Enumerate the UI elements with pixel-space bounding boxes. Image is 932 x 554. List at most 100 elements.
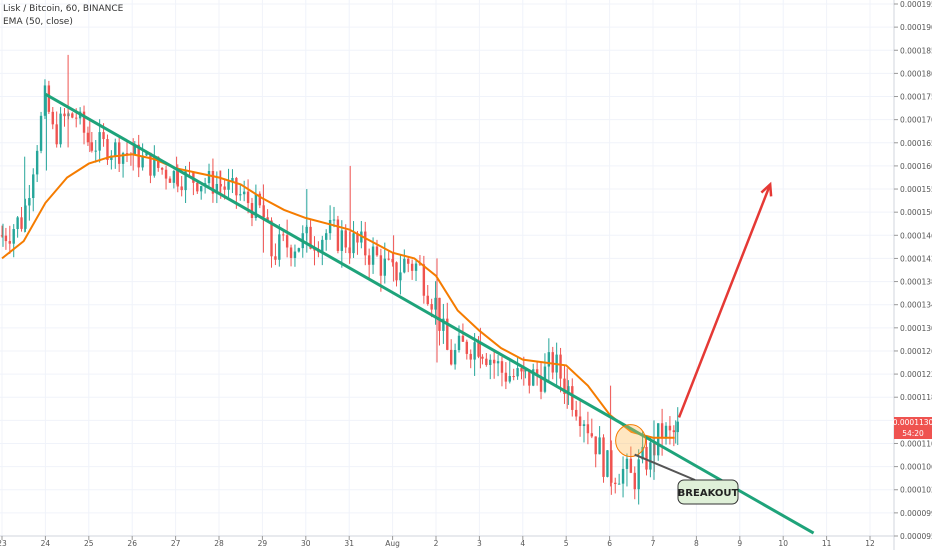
candle-body xyxy=(35,150,39,175)
candle-body xyxy=(578,416,582,427)
candle-body xyxy=(500,361,504,373)
candle-body xyxy=(282,234,285,236)
x-tick-label: 27 xyxy=(171,539,181,548)
candle-body xyxy=(274,256,277,260)
candle-body xyxy=(86,132,90,143)
candle-body xyxy=(516,368,519,377)
candle-body xyxy=(180,186,183,191)
y-tick-label: 0.0001850 xyxy=(900,46,932,55)
candle-body xyxy=(571,386,574,410)
candle-body xyxy=(289,247,293,258)
candle-body xyxy=(71,113,74,118)
candle-body xyxy=(332,219,336,221)
candle-body xyxy=(160,167,164,170)
candle-body xyxy=(309,226,312,249)
projection-arrow[interactable] xyxy=(677,181,773,418)
candle-body xyxy=(481,356,484,359)
candle-body xyxy=(336,219,340,251)
x-tick-label: 9 xyxy=(737,539,742,548)
candle-body xyxy=(524,370,527,372)
chart-legend[interactable]: Lisk / Bitcoin, 60, BINANCE EMA (50, clo… xyxy=(3,3,123,29)
candle-body xyxy=(270,220,273,257)
x-tick-label: 23 xyxy=(0,539,7,548)
candle-body xyxy=(379,255,383,276)
candle-body xyxy=(512,376,515,378)
candle-body xyxy=(532,369,535,386)
x-tick-label: 30 xyxy=(301,539,311,548)
y-tick-label: 0.0001900 xyxy=(900,23,932,32)
candle-body xyxy=(239,194,242,196)
candle-body xyxy=(20,217,23,229)
candle-body xyxy=(414,263,418,271)
candle-body xyxy=(211,171,215,194)
candle-body xyxy=(610,450,613,483)
candle-body xyxy=(489,359,492,365)
candle-body xyxy=(184,170,187,191)
candle-body xyxy=(485,358,488,365)
candle-body xyxy=(453,350,457,365)
candle-body xyxy=(43,85,47,116)
x-tick-label: 7 xyxy=(651,539,656,548)
candle-body xyxy=(55,124,58,145)
candle-body xyxy=(24,205,27,229)
candle-body xyxy=(145,152,148,156)
candle-body xyxy=(47,85,51,112)
candle-body xyxy=(645,446,648,470)
y-tick-label: 0.0001380 xyxy=(900,278,932,287)
downtrend-line[interactable] xyxy=(44,92,815,535)
y-tick-label: 0.0001460 xyxy=(900,231,932,240)
candle-body xyxy=(172,170,176,183)
x-tick-label: 29 xyxy=(258,539,268,548)
candle-body xyxy=(563,378,566,395)
time-axis[interactable]: 232425262728293031Aug23456789101112 xyxy=(0,535,894,548)
candle-body xyxy=(375,246,379,256)
candle-body xyxy=(227,181,230,190)
candle-body xyxy=(102,132,105,140)
candle-body xyxy=(606,450,609,477)
candle-body xyxy=(399,272,402,281)
candle-body xyxy=(258,193,261,206)
candle-body xyxy=(114,142,117,156)
candle-body xyxy=(293,251,297,258)
candle-body xyxy=(246,191,250,204)
candle-body xyxy=(469,353,472,360)
breakout-callout[interactable]: BREAKOUT xyxy=(634,453,739,505)
candle-body xyxy=(0,235,4,237)
candle-body xyxy=(477,342,480,357)
candle-body xyxy=(461,335,465,342)
candle-body xyxy=(629,458,633,473)
candle-body xyxy=(457,335,461,351)
candle-body xyxy=(12,229,15,244)
candle-body xyxy=(547,352,551,367)
x-tick-label: 4 xyxy=(520,539,525,548)
x-tick-label: 10 xyxy=(778,539,788,548)
candle-body xyxy=(157,156,160,168)
candle-body xyxy=(449,349,453,365)
candle-body xyxy=(586,424,590,434)
candle-body xyxy=(395,262,398,281)
candle-body xyxy=(422,264,426,296)
candle-body xyxy=(590,433,594,437)
candle-body xyxy=(231,177,234,182)
price-tag-countdown: 54:20 xyxy=(902,429,924,438)
candle-body xyxy=(364,231,367,256)
candle-body xyxy=(465,341,469,354)
candle-body xyxy=(637,459,640,490)
candle-body xyxy=(324,233,328,240)
candle-body xyxy=(254,193,258,219)
x-tick-label: 24 xyxy=(41,539,51,548)
candle-body xyxy=(51,111,54,125)
candle-body xyxy=(59,113,62,145)
y-tick-label: 0.0001420 xyxy=(900,254,932,263)
candle-body xyxy=(520,368,523,372)
legend-indicator: EMA (50, close) xyxy=(3,17,73,27)
candle-body xyxy=(32,174,35,199)
candle-body xyxy=(141,155,144,168)
x-tick-label: 11 xyxy=(822,539,832,548)
candles xyxy=(0,54,679,505)
candle-body xyxy=(117,142,121,164)
candle-body xyxy=(28,198,31,206)
